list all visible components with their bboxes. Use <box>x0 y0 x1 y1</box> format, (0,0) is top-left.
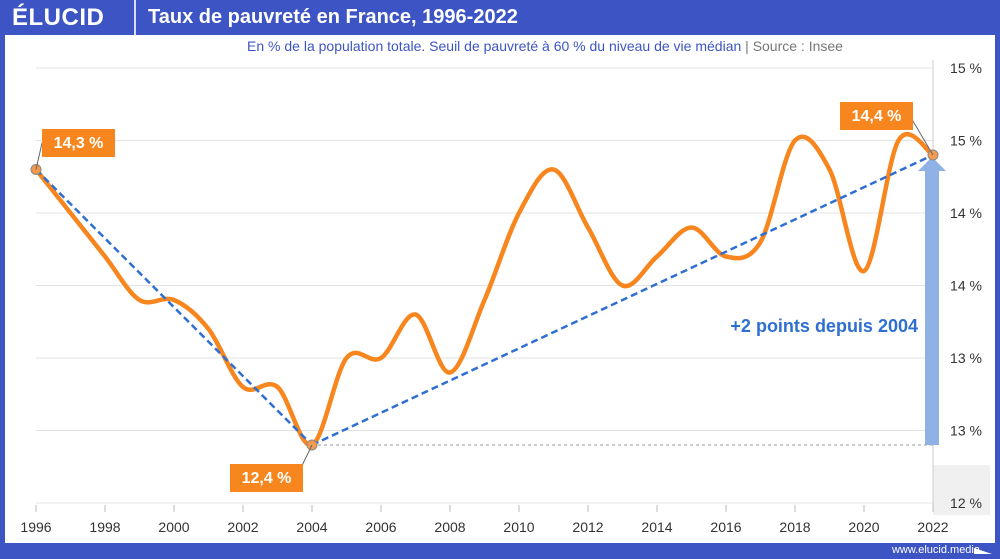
source-text: Source : Insee <box>752 38 843 54</box>
start-value-label-leader <box>35 142 43 170</box>
footer-url[interactable]: www.elucid.media <box>891 544 980 556</box>
y-tick-label: 12 % <box>950 495 982 511</box>
y-tick-label: 13 % <box>950 423 982 439</box>
x-tick-label: 1996 <box>20 519 51 535</box>
y-axis-band-top <box>933 45 990 465</box>
end-value-label-box <box>840 102 913 130</box>
x-tick-label: 2010 <box>503 519 534 535</box>
poverty-rate-line <box>34 132 935 448</box>
low-value-label-box <box>230 464 303 492</box>
x-tick-label: 2002 <box>227 519 258 535</box>
y-tick-label: 13 % <box>950 350 982 366</box>
x-tick-label: 1998 <box>89 519 120 535</box>
x-tick-label: 2016 <box>710 519 741 535</box>
chart-title: Taux de pauvreté en France, 1996-2022 <box>148 6 518 28</box>
x-tick-label: 2022 <box>917 519 948 535</box>
x-tick-label: 2014 <box>641 519 672 535</box>
start-value-label: 14,3 % <box>54 135 104 152</box>
x-tick-label: 2006 <box>365 519 396 535</box>
end-value-label-leader <box>909 115 934 156</box>
trend-annotation: +2 points depuis 2004 <box>730 316 918 336</box>
header: ÉLUCID Taux de pauvreté en France, 1996-… <box>0 0 1000 35</box>
elucid-logo: ÉLUCID <box>12 4 105 31</box>
start-value-label-box <box>42 129 115 157</box>
y-tick-label: 15 % <box>950 60 982 76</box>
header-divider <box>134 0 136 35</box>
x-tick-label: 2020 <box>848 519 879 535</box>
increase-arrow-shaft <box>925 169 939 445</box>
x-tick-label: 2018 <box>779 519 810 535</box>
x-tick-label: 2008 <box>434 519 465 535</box>
x-tick-label: 2000 <box>158 519 189 535</box>
increase-arrow-head <box>918 157 946 171</box>
y-tick-label: 15 % <box>950 133 982 149</box>
subtitle: En % de la population totale. Seuil de p… <box>0 38 1000 54</box>
x-tick-label: 2004 <box>296 519 327 535</box>
x-tick-label: 2012 <box>572 519 603 535</box>
elucid-flag-icon <box>974 548 992 554</box>
end-value-label: 14,4 % <box>852 108 902 125</box>
low-value-label: 12,4 % <box>242 470 292 487</box>
trend-line-1996-2004 <box>35 168 313 446</box>
y-tick-label: 14 % <box>950 278 982 294</box>
subtitle-separator: | <box>745 38 749 54</box>
y-tick-label: 14 % <box>950 205 982 221</box>
trend-line-2004-2022 <box>311 153 934 447</box>
subtitle-text: En % de la population totale. Seuil de p… <box>247 38 742 54</box>
chart-panel <box>5 35 995 543</box>
